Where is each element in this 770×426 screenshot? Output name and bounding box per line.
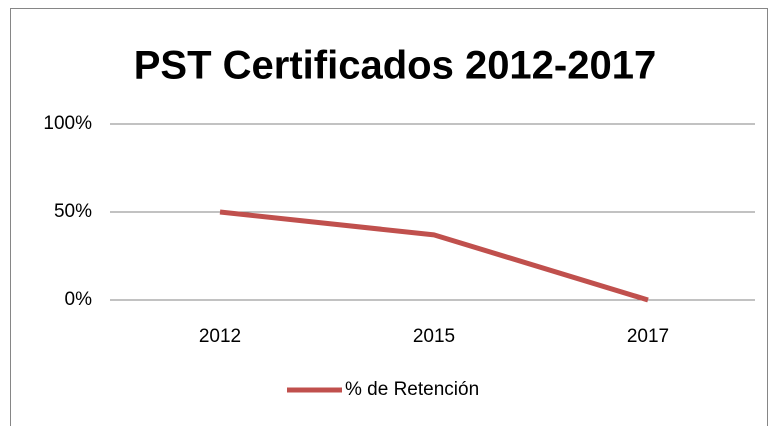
y-tick-label: 0% [65,289,93,310]
y-tick-label: 100% [43,113,92,134]
chart-border [10,8,768,426]
x-tick-label: 2015 [413,326,455,347]
data-line [219,209,649,303]
legend-label: % de Retención [345,379,479,400]
chart-title: PST Certificados 2012-2017 [134,44,656,88]
x-tick-label: 2017 [627,326,669,347]
x-tick-label: 2012 [199,326,241,347]
y-tick-label: 50% [54,201,92,222]
